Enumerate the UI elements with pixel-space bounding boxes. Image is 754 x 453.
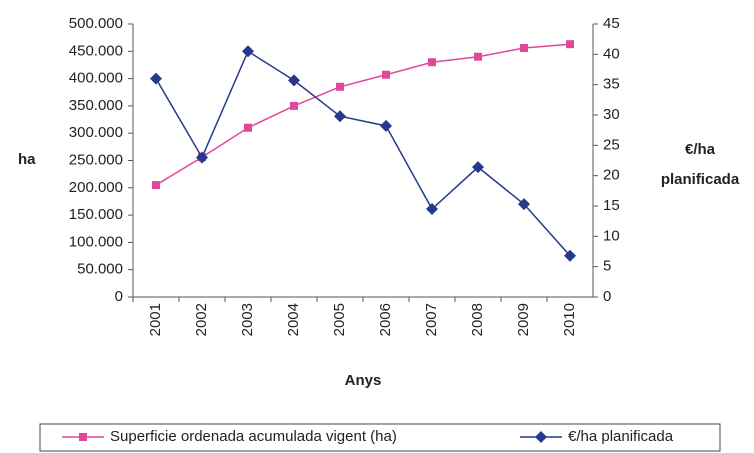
data-point <box>564 249 576 262</box>
y2-tick-label: 30 <box>603 106 620 123</box>
x-tick-label: 2003 <box>239 303 256 336</box>
legend-label: Superficie ordenada acumulada vigent (ha… <box>110 428 397 445</box>
y2-tick-label: 0 <box>603 288 611 305</box>
data-point <box>520 44 528 53</box>
data-point <box>382 70 390 79</box>
y2-axis-title: €/ha planificada <box>660 141 740 188</box>
x-tick-label: 2006 <box>377 303 394 336</box>
data-point <box>472 161 484 174</box>
legend-label: €/ha planificada <box>568 428 674 445</box>
x-tick-label: 2007 <box>423 303 440 336</box>
data-point <box>290 101 298 110</box>
y-tick-label: 300.000 <box>69 124 123 141</box>
data-point <box>152 181 160 190</box>
y-tick-label: 200.000 <box>69 179 123 196</box>
data-point <box>336 82 344 91</box>
y-tick-label: 150.000 <box>69 206 123 223</box>
data-point <box>244 123 252 132</box>
legend-marker <box>535 431 547 443</box>
data-point <box>380 119 392 132</box>
data-point <box>242 45 254 58</box>
data-point <box>196 151 208 164</box>
y2-tick-label: 20 <box>603 167 620 184</box>
y-tick-label: 50.000 <box>77 261 123 278</box>
y2-tick-label: 15 <box>603 197 620 214</box>
y-tick-label: 500.000 <box>69 15 123 32</box>
x-tick-label: 2009 <box>515 303 532 336</box>
y-tick-label: 450.000 <box>69 42 123 59</box>
data-point <box>334 110 346 123</box>
y-tick-label: 350.000 <box>69 97 123 114</box>
x-axis-title: Anys <box>345 372 382 389</box>
x-tick-label: 2002 <box>193 303 210 336</box>
y-axis-title: ha <box>18 151 36 168</box>
y2-tick-label: 45 <box>603 15 620 32</box>
y-tick-label: 400.000 <box>69 70 123 87</box>
data-point <box>150 72 162 85</box>
x-tick-label: 2004 <box>285 303 302 336</box>
data-point <box>474 52 482 61</box>
legend-marker <box>79 433 87 441</box>
x-tick-label: 2008 <box>469 303 486 336</box>
y2-tick-label: 25 <box>603 136 620 153</box>
series-line <box>155 43 571 186</box>
y2-tick-label: 40 <box>603 45 620 62</box>
data-point <box>428 58 436 67</box>
y2-tick-label: 5 <box>603 258 611 275</box>
y2-tick-label: 10 <box>603 227 620 244</box>
y2-tick-label: 35 <box>603 76 620 93</box>
y-tick-label: 0 <box>115 288 123 305</box>
data-point <box>566 40 574 49</box>
data-point <box>426 203 438 216</box>
x-tick-label: 2001 <box>147 303 164 336</box>
legend-box <box>39 423 721 452</box>
y-tick-label: 250.000 <box>69 151 123 168</box>
data-point <box>518 198 530 211</box>
series-line <box>155 50 571 257</box>
x-tick-label: 2005 <box>331 303 348 336</box>
x-tick-label: 2010 <box>561 303 578 336</box>
data-point <box>288 74 300 87</box>
y-tick-label: 100.000 <box>69 233 123 250</box>
